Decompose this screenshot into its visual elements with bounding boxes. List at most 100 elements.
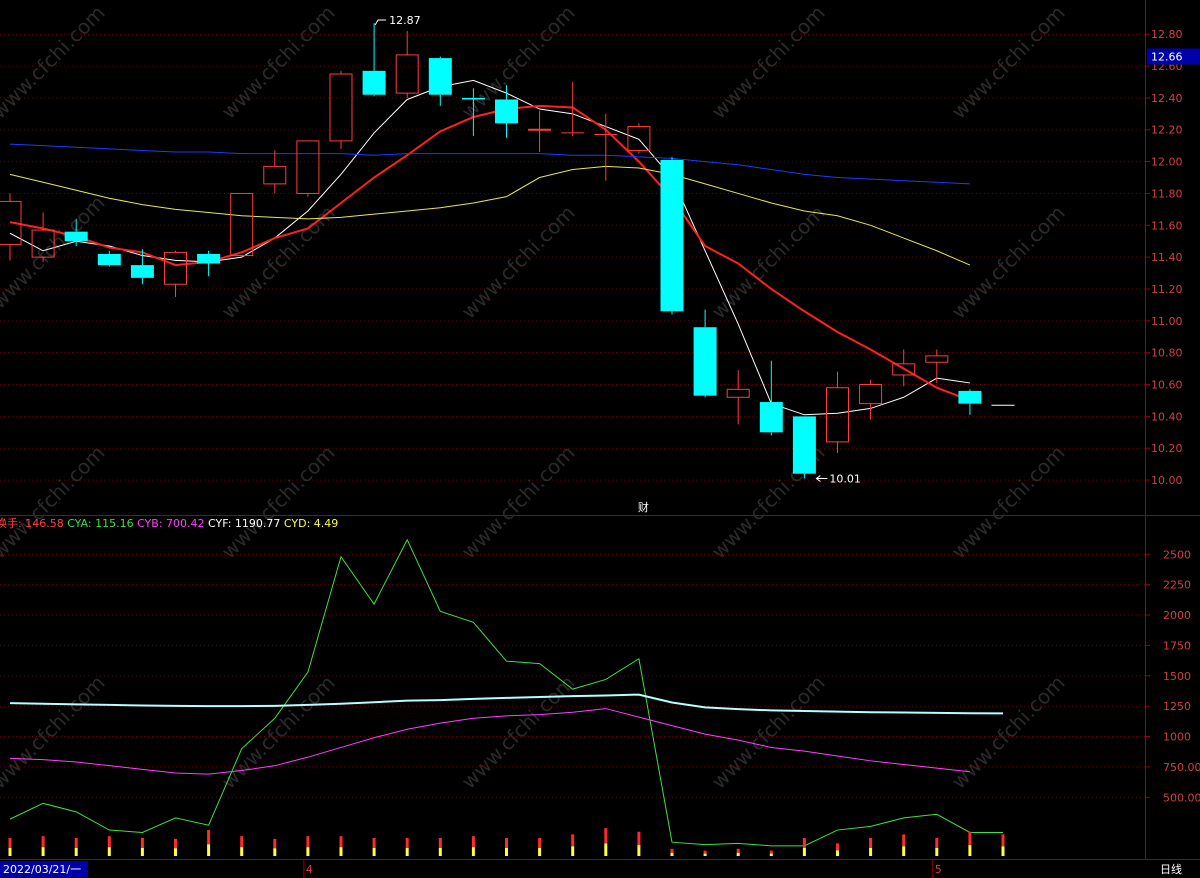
cyd-bar-red xyxy=(703,850,707,854)
cyd-bar xyxy=(273,838,277,856)
price-tick-label: 10.00 xyxy=(1151,474,1183,487)
cyd-bar-yellow xyxy=(438,847,442,856)
cyd-bar-red xyxy=(571,834,575,847)
price-tick-label: 11.00 xyxy=(1151,315,1183,328)
indicator-tick-label: 750.00 xyxy=(1163,761,1200,774)
cyd-bar-red xyxy=(968,831,972,846)
watermark-text: www.cfchi.com xyxy=(947,201,1070,324)
cyd-bar-yellow xyxy=(240,847,244,856)
price-annotations: 12.87 10.01 财 xyxy=(374,14,861,514)
candle-body xyxy=(660,160,684,312)
cyd-bar-red xyxy=(438,838,442,848)
ma-line-1 xyxy=(9,79,970,416)
cyd-bar-red xyxy=(736,848,740,853)
cyd-bar-yellow xyxy=(538,847,542,856)
high-pointer xyxy=(374,19,387,26)
cyd-bar-red xyxy=(207,829,211,845)
candle xyxy=(925,349,949,383)
candle-body xyxy=(230,192,254,257)
cyd-bar-red xyxy=(836,843,839,851)
date-axis[interactable]: 2022/03/21/一 4 5 日线 xyxy=(0,860,1182,878)
candlesticks xyxy=(0,23,1015,479)
candle-body xyxy=(958,390,982,404)
candle-body xyxy=(263,165,287,185)
cyd-bar-yellow xyxy=(505,847,508,856)
cyd-bar-yellow xyxy=(902,846,906,856)
watermark-text: www.cfchi.com xyxy=(457,441,580,564)
cyd-bar-red xyxy=(1001,834,1005,847)
candle xyxy=(594,113,618,181)
candle xyxy=(726,370,750,425)
watermark-text: www.cfchi.com xyxy=(947,441,1070,564)
cyd-bar xyxy=(604,828,608,856)
indicator-tick-label: 1000 xyxy=(1163,731,1191,744)
candle xyxy=(826,371,849,454)
candle xyxy=(892,349,916,387)
cyd-bar-red xyxy=(273,838,277,849)
cyd-bar-red xyxy=(902,834,906,847)
legend-换手: 换手: 146.58 xyxy=(0,516,64,530)
cyd-bar-red xyxy=(538,838,542,848)
candle xyxy=(792,416,816,479)
watermark-text: www.cfchi.com xyxy=(0,671,110,794)
cyd-bar-red xyxy=(41,836,45,848)
cyd-bar-yellow xyxy=(41,847,45,856)
candle xyxy=(759,360,783,436)
cyd-bar-red xyxy=(107,836,111,848)
financial-report-marker[interactable]: 财 xyxy=(638,500,649,514)
cyd-bar xyxy=(670,848,674,856)
watermark-text: www.cfchi.com xyxy=(0,1,110,124)
price-tick-label: 10.20 xyxy=(1151,442,1183,455)
indicator-tick-label: 2500 xyxy=(1163,548,1191,561)
cyd-bar xyxy=(1001,834,1005,856)
candle-body xyxy=(395,54,419,94)
cyd-bar xyxy=(505,838,508,856)
indicator-tick-label: 500.00 xyxy=(1163,791,1200,804)
watermark-text: www.cfchi.com xyxy=(707,671,830,794)
candle-body xyxy=(826,387,849,443)
watermark-text: www.cfchi.com xyxy=(217,671,340,794)
candle xyxy=(362,23,386,97)
candle xyxy=(31,212,55,262)
candle-body xyxy=(892,363,916,376)
cyd-bar-yellow xyxy=(802,847,806,856)
cyd-bar-yellow xyxy=(836,850,839,856)
cyd-bar-red xyxy=(74,838,78,848)
price-tick-label: 12.20 xyxy=(1151,124,1183,137)
candle xyxy=(528,110,552,153)
candle-body xyxy=(64,231,88,242)
cyd-bar-red xyxy=(174,838,177,849)
cyd-bar-red xyxy=(670,848,674,853)
price-tick-label: 11.40 xyxy=(1151,251,1183,264)
cyd-bar xyxy=(107,836,111,856)
cyd-bar-yellow xyxy=(703,853,707,856)
cyd-bar xyxy=(41,836,45,856)
cyd-bar-yellow xyxy=(1001,846,1005,856)
date-cursor-label: 2022/03/21/一 xyxy=(3,863,81,876)
watermark-text: www.cfchi.com xyxy=(707,1,830,124)
candle-body xyxy=(130,265,154,278)
ma-line-2 xyxy=(9,104,971,402)
candle xyxy=(859,379,883,420)
cyd-bar xyxy=(968,831,972,856)
candle xyxy=(958,389,982,415)
cyd-bar-red xyxy=(339,836,343,848)
last-price-label: 12.66 xyxy=(1151,50,1183,63)
cyd-bar xyxy=(174,838,177,856)
cyd-bar-yellow xyxy=(604,843,608,856)
candle xyxy=(296,140,320,197)
cyd-bar-yellow xyxy=(372,847,376,856)
cyd-bar xyxy=(571,834,575,856)
cyd-bar-red xyxy=(869,838,873,848)
cyd-bar-yellow xyxy=(471,847,475,856)
cyd-bar-red xyxy=(471,836,475,848)
price-tick-label: 11.60 xyxy=(1151,219,1183,232)
indicator-tick-label: 2000 xyxy=(1163,609,1191,622)
cyd-bar-yellow xyxy=(107,847,111,856)
candle xyxy=(130,249,154,285)
period-label[interactable]: 日线 xyxy=(1160,862,1182,876)
cyd-bar-red xyxy=(8,838,12,848)
high-label: 12.87 xyxy=(389,14,421,27)
candle xyxy=(461,88,485,137)
candle xyxy=(693,309,717,398)
